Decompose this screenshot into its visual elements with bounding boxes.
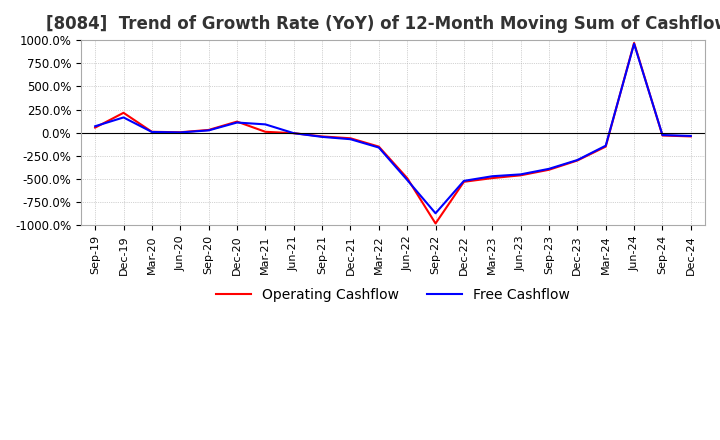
Operating Cashflow <box>488 176 497 181</box>
Operating Cashflow <box>233 119 241 124</box>
Operating Cashflow <box>289 131 298 136</box>
Free Cashflow <box>544 166 553 172</box>
Free Cashflow <box>601 143 610 148</box>
Operating Cashflow <box>686 134 695 139</box>
Operating Cashflow <box>658 133 667 138</box>
Operating Cashflow <box>431 221 440 226</box>
Operating Cashflow <box>374 144 383 149</box>
Free Cashflow <box>516 172 525 177</box>
Operating Cashflow <box>148 129 156 135</box>
Operating Cashflow <box>403 176 412 181</box>
Free Cashflow <box>91 124 99 129</box>
Line: Free Cashflow: Free Cashflow <box>95 44 690 213</box>
Operating Cashflow <box>261 129 270 135</box>
Operating Cashflow <box>459 179 468 184</box>
Operating Cashflow <box>318 134 326 139</box>
Free Cashflow <box>658 132 667 138</box>
Free Cashflow <box>289 131 298 136</box>
Title: [8084]  Trend of Growth Rate (YoY) of 12-Month Moving Sum of Cashflows: [8084] Trend of Growth Rate (YoY) of 12-… <box>46 15 720 33</box>
Free Cashflow <box>488 174 497 179</box>
Free Cashflow <box>686 133 695 139</box>
Operating Cashflow <box>630 40 639 45</box>
Operating Cashflow <box>544 167 553 172</box>
Operating Cashflow <box>516 172 525 178</box>
Line: Operating Cashflow: Operating Cashflow <box>95 43 690 224</box>
Free Cashflow <box>261 122 270 127</box>
Free Cashflow <box>459 178 468 183</box>
Operating Cashflow <box>601 144 610 149</box>
Free Cashflow <box>120 115 128 120</box>
Operating Cashflow <box>91 125 99 130</box>
Free Cashflow <box>148 129 156 135</box>
Operating Cashflow <box>204 127 213 132</box>
Operating Cashflow <box>573 158 582 163</box>
Free Cashflow <box>431 211 440 216</box>
Legend: Operating Cashflow, Free Cashflow: Operating Cashflow, Free Cashflow <box>211 282 575 307</box>
Operating Cashflow <box>120 110 128 115</box>
Free Cashflow <box>233 120 241 125</box>
Free Cashflow <box>573 158 582 163</box>
Free Cashflow <box>176 130 184 135</box>
Free Cashflow <box>346 136 355 142</box>
Free Cashflow <box>374 145 383 150</box>
Operating Cashflow <box>176 130 184 135</box>
Free Cashflow <box>204 128 213 133</box>
Free Cashflow <box>630 41 639 47</box>
Operating Cashflow <box>346 136 355 141</box>
Free Cashflow <box>403 177 412 183</box>
Free Cashflow <box>318 134 326 139</box>
